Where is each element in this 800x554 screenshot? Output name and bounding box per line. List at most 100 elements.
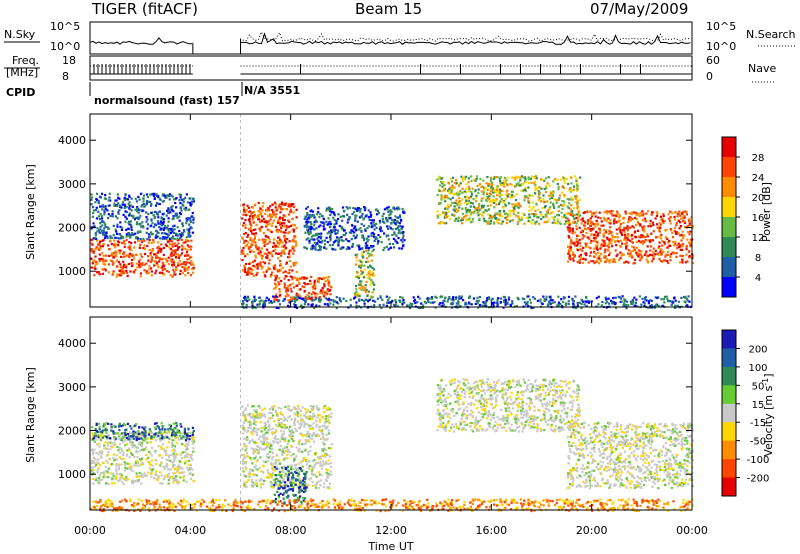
echo-cell <box>438 175 441 178</box>
echo-cell <box>113 438 116 441</box>
echo-cell <box>612 301 615 304</box>
echo-cell <box>371 267 374 270</box>
echo-cell <box>652 230 655 233</box>
echo-cell <box>614 236 617 239</box>
echo-cell <box>589 251 593 254</box>
echo-cell <box>154 435 157 438</box>
echo-cell <box>332 211 335 214</box>
echo-cell <box>443 195 446 198</box>
echo-cell <box>568 248 571 251</box>
echo-cell <box>582 300 585 303</box>
echo-cell <box>341 219 344 222</box>
echo-cell <box>580 222 583 225</box>
echo-cell <box>96 468 99 471</box>
echo-cell <box>454 201 457 205</box>
echo-cell <box>249 245 252 248</box>
echo-cell <box>569 242 572 245</box>
echo-cell <box>259 261 262 264</box>
echo-cell <box>682 215 685 218</box>
echo-cell <box>167 207 170 210</box>
echo-cell <box>140 255 143 258</box>
echo-cell <box>660 237 663 240</box>
echo-cell <box>140 225 143 228</box>
echo-cell <box>130 209 133 212</box>
echo-cell <box>183 269 187 272</box>
echo-cell <box>644 296 647 299</box>
echo-cell <box>135 475 138 478</box>
echo-cell <box>646 210 650 213</box>
echo-cell <box>366 240 369 243</box>
echo-cell <box>312 299 315 302</box>
echo-cell <box>192 479 195 482</box>
echo-cell <box>342 239 345 242</box>
echo-cell <box>247 268 250 271</box>
echo-cell <box>314 285 317 288</box>
echo-cell <box>456 194 459 197</box>
echo-cell <box>609 251 612 255</box>
echo-cell <box>287 256 290 259</box>
echo-cell <box>178 199 181 202</box>
echo-cell <box>115 255 118 258</box>
echo-cell <box>400 228 403 231</box>
echo-cell <box>266 254 269 257</box>
echo-cell <box>447 298 450 301</box>
echo-cell <box>277 236 280 239</box>
echo-cell <box>126 449 129 452</box>
echo-cell <box>272 265 275 268</box>
echo-cell <box>387 298 390 301</box>
echo-cell <box>517 216 520 220</box>
echo-cell <box>253 210 256 213</box>
echo-cell <box>113 481 116 485</box>
echo-cell <box>594 222 597 225</box>
echo-cell <box>549 303 552 306</box>
echo-cell <box>94 236 97 239</box>
echo-cell <box>445 213 448 216</box>
echo-cell <box>582 211 585 214</box>
echo-cell <box>190 227 193 230</box>
echo-cell <box>122 242 125 245</box>
echo-cell <box>128 195 131 198</box>
echo-cell <box>172 481 175 484</box>
echo-cell <box>522 176 525 179</box>
echo-cell <box>318 215 321 219</box>
echo-cell <box>664 236 667 239</box>
echo-cell <box>123 478 126 481</box>
echo-cell <box>98 253 101 256</box>
echo-cell <box>313 247 316 250</box>
echo-cell <box>121 270 125 273</box>
noise-left-tick-top: 10^5 <box>50 20 80 33</box>
echo-cell <box>175 453 178 456</box>
echo-cell <box>309 225 312 228</box>
echo-cell <box>259 264 262 267</box>
echo-cell <box>523 188 526 191</box>
echo-cell <box>114 215 117 218</box>
echo-cell <box>364 242 367 245</box>
echo-cell <box>557 210 560 213</box>
echo-cell <box>537 216 540 219</box>
echo-cell <box>376 242 379 245</box>
echo-cell <box>116 265 119 268</box>
echo-cell <box>488 198 491 201</box>
echo-cell <box>155 211 158 214</box>
echo-cell <box>169 459 172 462</box>
echo-cell <box>387 248 390 251</box>
echo-cell <box>633 246 636 249</box>
echo-cell <box>247 241 250 244</box>
echo-cell <box>607 217 610 220</box>
echo-cell <box>372 233 376 236</box>
echo-cell <box>134 479 137 483</box>
echo-cell <box>550 193 553 196</box>
echo-cell <box>456 203 459 206</box>
echo-cell <box>461 218 464 221</box>
echo-cell <box>309 282 313 285</box>
echo-cell <box>575 225 578 228</box>
echo-cell <box>527 219 530 222</box>
echo-cell <box>118 197 121 200</box>
echo-cell <box>570 176 573 179</box>
echo-cell <box>294 261 297 265</box>
echo-cell <box>471 202 474 205</box>
echo-cell <box>162 443 165 446</box>
echo-cell <box>250 243 253 246</box>
echo-cell <box>448 189 451 193</box>
